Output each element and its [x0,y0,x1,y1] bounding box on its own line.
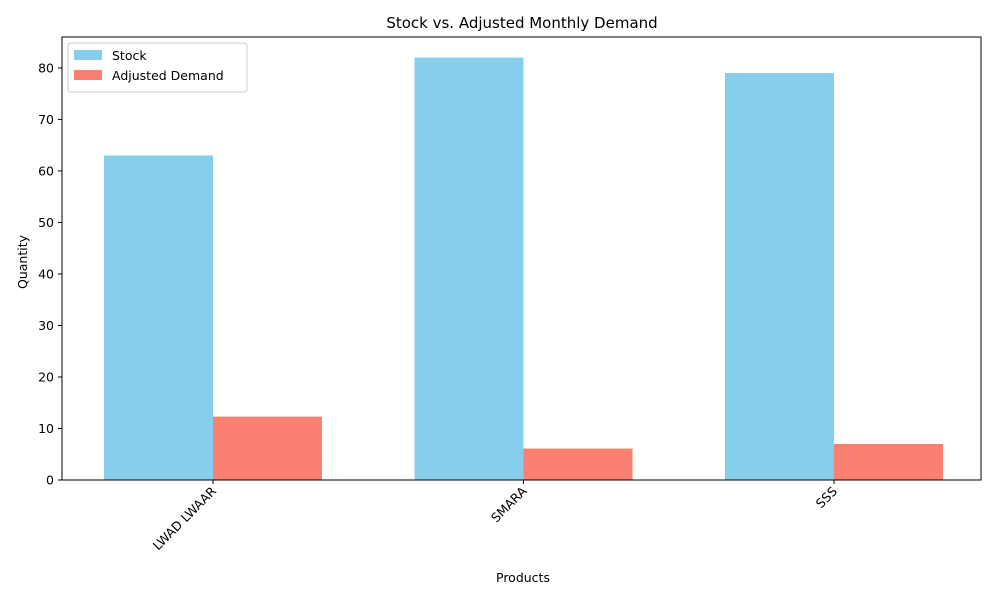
y-tick-label: 70 [38,112,54,127]
x-tick-label: SMARA [488,483,530,525]
x-tick-label: SSS [813,483,840,510]
legend-label: Stock [112,48,147,63]
chart-title: Stock vs. Adjusted Monthly Demand [386,14,657,32]
bar-stock-2 [725,73,834,480]
legend-label: Adjusted Demand [112,68,224,83]
y-tick-label: 30 [38,318,54,333]
legend-box [67,42,248,93]
bar-stock-0 [104,155,213,480]
x-axis: LWAD LWAAR SMARA SSS [150,480,840,553]
bar-adjusted-demand-0 [213,416,322,480]
plot-frame [61,36,982,481]
bar-adjusted-demand-1 [523,448,633,480]
legend-swatch [74,70,102,80]
y-tick-label: 40 [38,266,54,281]
legend-swatch [74,50,102,60]
y-axis: 0 10 20 30 40 50 60 70 80 [38,60,62,488]
y-tick-label: 60 [38,163,54,178]
y-tick-label: 0 [46,473,54,488]
x-tick-label: LWAD LWAAR [150,483,220,553]
bar-stock-1 [414,57,524,481]
y-axis-label: Quantity [15,234,30,289]
y-tick-label: 50 [38,215,54,230]
bars-group [104,57,943,481]
y-tick-label: 80 [38,60,54,75]
y-tick-label: 10 [38,421,54,436]
y-tick-label: 20 [38,369,54,384]
legend: Stock Adjusted Demand [67,42,248,93]
x-axis-label: Products [496,570,550,585]
bar-adjusted-demand-2 [834,443,943,480]
